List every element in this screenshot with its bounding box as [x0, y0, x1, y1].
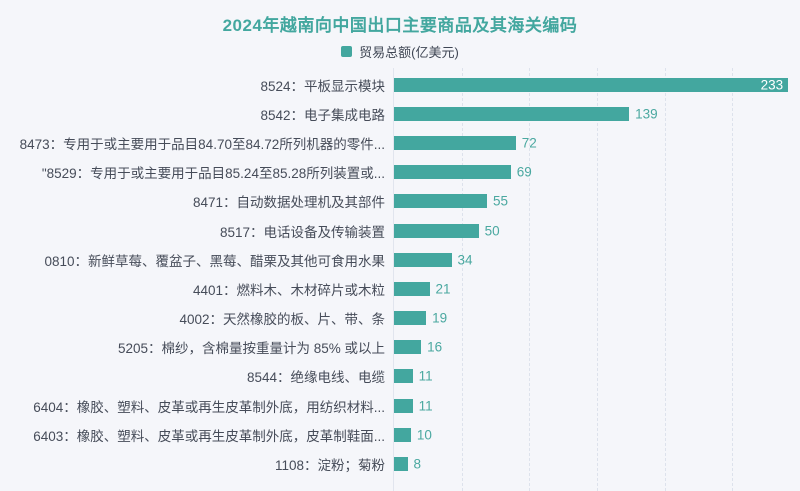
bar[interactable]	[394, 223, 479, 238]
bar-track: 72	[394, 135, 800, 151]
category-label: 4002：天然橡胶的板、片、带、条	[179, 312, 385, 328]
bar-track: 139	[394, 106, 800, 122]
value-label: 55	[493, 193, 509, 209]
chart-row: "8529：专用于或主要用于品目85.24至85.28所列装置或... 69	[0, 158, 800, 187]
category-label: "8529：专用于或主要用于品目85.24至85.28所列装置或...	[41, 166, 385, 182]
bar-track: 55	[394, 193, 800, 209]
chart-row: 4002：天然橡胶的板、片、带、条 19	[0, 304, 800, 333]
bar[interactable]	[394, 135, 516, 150]
category-label: 4401：燃料木、木材碎片或木粒	[192, 282, 385, 298]
bar[interactable]	[394, 311, 427, 326]
legend-label: 贸易总额(亿美元)	[359, 45, 459, 60]
chart-row: 1108：淀粉；菊粉 8	[0, 449, 800, 478]
value-label: 19	[432, 310, 448, 326]
chart-title: 2024年越南向中国出口主要商品及其海关编码	[222, 16, 578, 35]
category-label: 1108：淀粉；菊粉	[274, 458, 385, 474]
gridline-120	[597, 68, 598, 491]
category-label: 6403：橡胶、塑料、皮革或再生皮革制外底，皮革制鞋面...	[33, 428, 385, 444]
value-label: 34	[457, 252, 473, 268]
bar-track: 233	[394, 77, 800, 93]
category-label: 8544：绝缘电线、电缆	[246, 370, 385, 386]
bar[interactable]	[394, 340, 422, 355]
value-label: 233	[760, 77, 784, 93]
plot-grid	[393, 68, 800, 491]
category-label: 8471：自动数据处理机及其部件	[192, 195, 385, 211]
value-label: 139	[635, 106, 658, 122]
bar[interactable]	[394, 106, 630, 121]
chart-row: 8473：专用于或主要用于品目84.70至84.72所列机器的零件... 72	[0, 128, 800, 157]
category-label: 8473：专用于或主要用于品目84.70至84.72所列机器的零件...	[19, 136, 385, 152]
legend-swatch-icon	[341, 46, 353, 57]
chart-row: 8524：平板显示模块 233	[0, 70, 800, 99]
chart-row: 6403：橡胶、塑料、皮革或再生皮革制外底，皮革制鞋面... 10	[0, 420, 800, 449]
bar-track: 19	[394, 310, 800, 326]
value-label: 8	[413, 456, 422, 472]
category-label: 8524：平板显示模块	[260, 78, 385, 94]
gridline-200	[732, 68, 734, 491]
bar-track: 21	[394, 281, 800, 297]
bar[interactable]	[394, 194, 488, 209]
chart-row: 8542：电子集成电路 139	[0, 99, 800, 128]
value-label: 50	[484, 223, 500, 239]
bar-track: 34	[394, 252, 800, 268]
value-label: 10	[416, 427, 432, 443]
category-label: 8542：电子集成电路	[260, 107, 385, 123]
bar-track: 11	[394, 398, 800, 414]
bar-track: 50	[394, 223, 800, 239]
chart-rows: 8524：平板显示模块 233 8542：电子集成电路 139 8473：专用于或主要用…	[0, 70, 800, 479]
bar[interactable]	[394, 457, 408, 472]
chart-row: 8471：自动数据处理机及其部件 55	[0, 187, 800, 216]
bar[interactable]	[394, 252, 452, 267]
value-label: 69	[516, 164, 532, 180]
chart-row: 5205：棉纱，含棉量按重量计为 85% 或以上 16	[0, 333, 800, 362]
value-label: 11	[418, 398, 433, 414]
category-label: 8517：电话设备及传输装置	[219, 224, 385, 240]
gridline-80	[529, 68, 531, 491]
value-label: 72	[521, 135, 537, 151]
chart-row: 6404：橡胶、塑料、皮革或再生皮革制外底，用纺织材料... 11	[0, 391, 800, 420]
bar-track: 11	[394, 368, 800, 384]
legend[interactable]: 贸易总额(亿美元)	[0, 42, 800, 61]
category-label: 0810：新鲜草莓、覆盆子、黑莓、醋栗及其他可食用水果	[44, 253, 385, 269]
bar-chart: 8524：平板显示模块 233 8542：电子集成电路 139 8473：专用于或主要用…	[0, 68, 800, 491]
chart-row: 8517：电话设备及传输装置 50	[0, 216, 800, 245]
bar[interactable]	[394, 77, 789, 92]
chart-row: 8544：绝缘电线、电缆 11	[0, 362, 800, 391]
value-label: 16	[427, 339, 443, 355]
category-label: 6404：橡胶、塑料、皮革或再生皮革制外底，用纺织材料...	[33, 399, 385, 415]
bar[interactable]	[394, 165, 511, 180]
value-label: 21	[435, 281, 451, 297]
value-label: 11	[418, 368, 433, 384]
bar[interactable]	[394, 398, 413, 413]
chart-row: 0810：新鲜草莓、覆盆子、黑莓、醋栗及其他可食用水果 34	[0, 245, 800, 274]
bar-track: 8	[394, 456, 800, 472]
category-label: 5205：棉纱，含棉量按重量计为 85% 或以上	[117, 341, 385, 357]
chart-row: 4401：燃料木、木材碎片或木粒 21	[0, 274, 800, 303]
bar-track: 10	[394, 427, 800, 443]
gridline-40	[461, 68, 463, 491]
bar-track: 69	[394, 164, 800, 180]
bar[interactable]	[394, 369, 413, 384]
bar-track: 16	[394, 339, 800, 355]
gridline-160	[664, 68, 666, 491]
bar[interactable]	[394, 427, 411, 442]
bar[interactable]	[394, 281, 430, 296]
